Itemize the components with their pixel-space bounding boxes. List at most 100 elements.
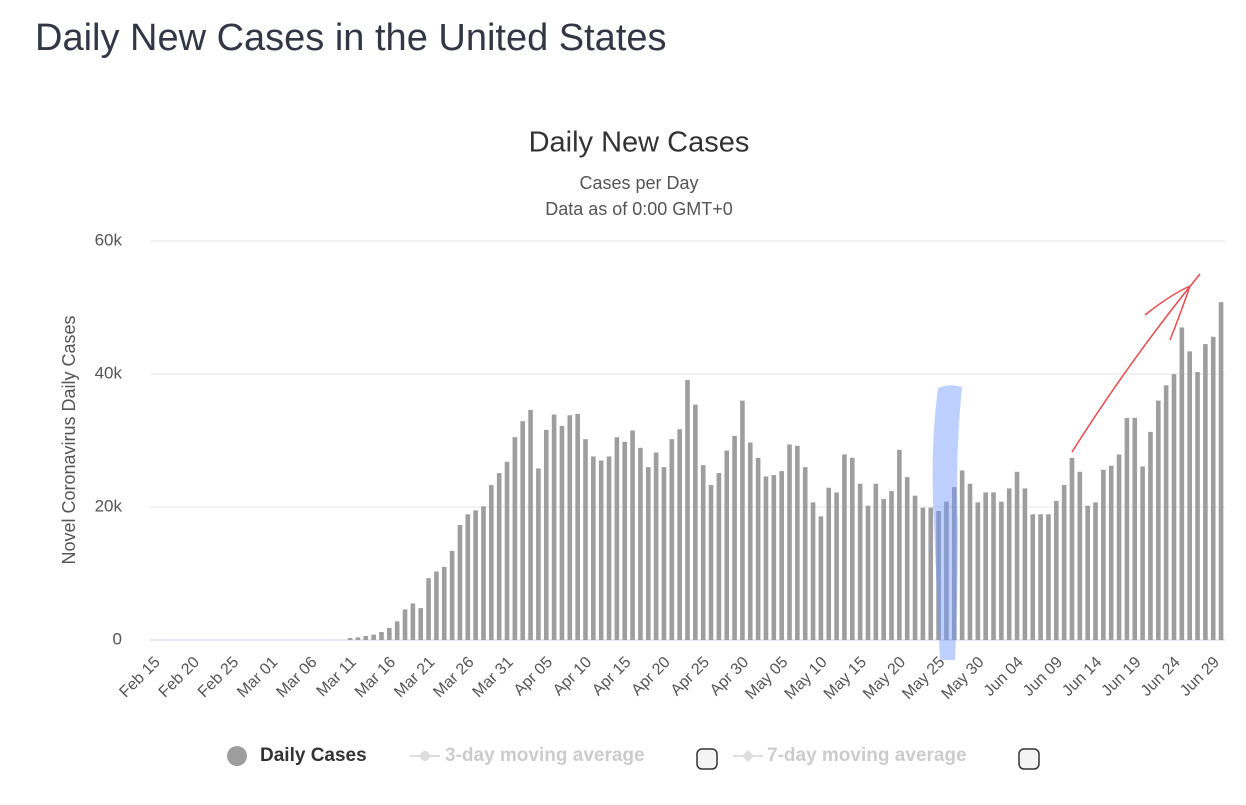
bar (410, 603, 416, 640)
bar (944, 501, 949, 640)
bar (449, 550, 455, 640)
bar (826, 487, 832, 640)
bar (685, 379, 690, 640)
bar (1085, 505, 1090, 640)
x-tick-label: Apr 15 (589, 654, 634, 699)
bar (441, 566, 447, 640)
legend: Daily Cases 3-day moving average 7-day mov… (227, 745, 1040, 770)
x-tick-label: Apr 20 (628, 654, 673, 699)
bar (355, 637, 361, 640)
bar (983, 492, 988, 640)
bar (591, 456, 596, 640)
bar (645, 467, 651, 640)
x-tick-label: Mar 26 (430, 654, 477, 701)
bar (693, 404, 698, 640)
bar (700, 465, 706, 640)
checkbox[interactable] (696, 748, 718, 770)
bar (873, 483, 879, 640)
bar (724, 450, 730, 640)
bar (426, 578, 431, 640)
bar (669, 439, 675, 640)
bar (897, 449, 902, 640)
bar (614, 437, 620, 640)
bar (512, 437, 518, 640)
page-title: Daily New Cases in the United States (35, 17, 667, 59)
bar (489, 485, 494, 640)
bar (1061, 485, 1067, 640)
bar (473, 510, 478, 640)
bar (1148, 431, 1153, 640)
y-tick-label: 0 (113, 629, 122, 648)
x-tick-label: Mar 16 (352, 654, 399, 701)
bar (1132, 417, 1138, 640)
bar (991, 492, 996, 640)
bar (1030, 514, 1036, 640)
x-tick-label: Jun 19 (1099, 654, 1145, 700)
bar (1195, 372, 1200, 640)
bar (755, 457, 761, 640)
y-tick-label: 20k (95, 496, 123, 515)
bar (559, 425, 565, 640)
bar (504, 461, 510, 640)
bar (1140, 466, 1145, 640)
bar (842, 454, 847, 640)
bar (363, 636, 369, 640)
bar (1187, 351, 1192, 640)
bar (904, 477, 910, 640)
bar (1077, 471, 1083, 640)
bar (1156, 400, 1161, 640)
x-tick-label: Mar 31 (470, 654, 517, 701)
x-tick-label: May 25 (899, 654, 948, 703)
bar (465, 514, 471, 640)
chart-subtitle: Cases per Day (579, 173, 698, 193)
bar (951, 487, 957, 640)
bar (387, 628, 392, 640)
x-tick-label: May 20 (860, 654, 909, 703)
bar (920, 507, 926, 640)
bar (999, 501, 1004, 640)
bar (881, 499, 886, 640)
legend-label[interactable]: 7-day moving average (767, 745, 967, 766)
x-tick-label: Mar 11 (314, 654, 360, 700)
bar (849, 457, 855, 640)
legend-marker (742, 750, 754, 762)
x-tick-label: Feb 25 (195, 654, 242, 701)
bar (379, 632, 384, 640)
legend-label[interactable]: 3-day moving average (445, 745, 645, 766)
checkbox[interactable] (1018, 748, 1040, 770)
bar (347, 638, 353, 640)
bar (1014, 471, 1020, 640)
chart-title: Daily New Cases (529, 127, 750, 159)
x-tick-label: Apr 05 (511, 654, 556, 699)
y-axis-label: Novel Coronavirus Daily Cases (59, 315, 79, 564)
bar (936, 510, 941, 640)
x-tick-label: May 10 (782, 654, 831, 703)
bar (967, 483, 973, 640)
bar (1101, 469, 1106, 640)
bar (1108, 465, 1114, 640)
bar (975, 502, 981, 640)
legend-label[interactable]: Daily Cases (260, 745, 367, 766)
bar (1171, 374, 1177, 640)
x-tick-label: Jun 04 (981, 654, 1027, 700)
bar (732, 435, 737, 640)
x-tick-label: Mar 01 (234, 654, 281, 701)
bar (1093, 502, 1098, 640)
x-tick-label: Mar 21 (391, 654, 438, 701)
x-tick-label: Apr 25 (668, 654, 713, 699)
bar (583, 439, 588, 640)
bar (402, 609, 408, 640)
x-tick-label: Jun 24 (1138, 654, 1184, 700)
bar (1006, 488, 1012, 640)
bar (371, 634, 376, 640)
bar (677, 429, 682, 640)
chart-note: Data as of 0:00 GMT+0 (545, 199, 733, 219)
bar (1124, 417, 1130, 640)
bar (1022, 488, 1028, 640)
bar (771, 475, 777, 640)
arrow-annotation (1071, 273, 1201, 453)
bar (536, 468, 541, 640)
bar (1210, 336, 1216, 640)
